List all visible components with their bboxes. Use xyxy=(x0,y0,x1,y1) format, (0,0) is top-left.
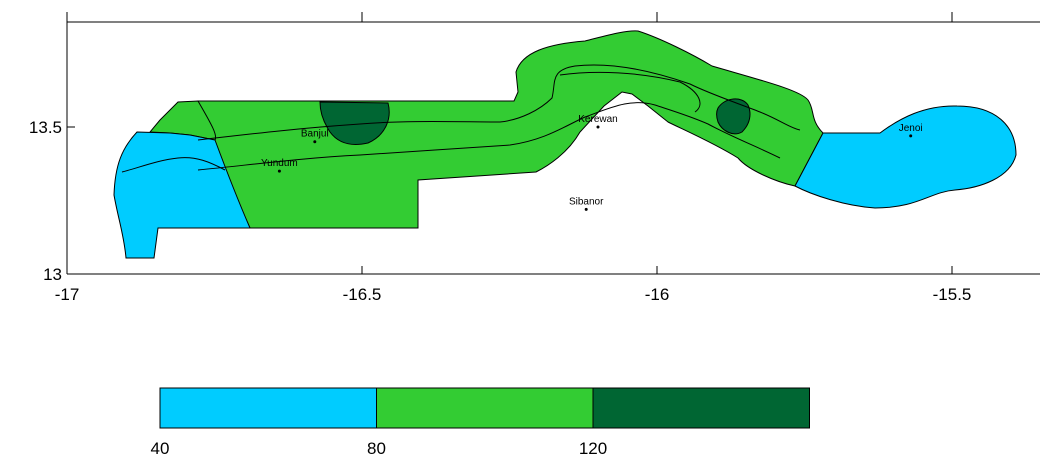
axis-tick-labels: -17-16.5-16-15.5-15-14.5-1413.513 xyxy=(29,118,972,304)
axis-ticks xyxy=(66,12,953,275)
x-tick-label: -15.5 xyxy=(933,285,972,304)
region-central xyxy=(197,30,824,229)
town-dot xyxy=(584,207,588,211)
legend-label: 120 xyxy=(579,439,607,457)
legend-swatch xyxy=(592,387,810,429)
legend-swatch xyxy=(159,387,377,429)
region-kerewan-high xyxy=(319,101,390,146)
map-regions xyxy=(113,30,1017,259)
town-dot xyxy=(596,125,600,129)
color-legend: 40 80 120 xyxy=(151,387,810,457)
y-tick-label: 13 xyxy=(43,265,62,284)
town-label: Sibanor xyxy=(569,196,604,207)
legend-swatch xyxy=(376,387,594,429)
town-label: Kerewan xyxy=(578,114,617,125)
river-south-line xyxy=(197,102,781,171)
x-tick-label: -16.5 xyxy=(343,285,382,304)
town-dot xyxy=(277,169,281,173)
town-label: Jenoi xyxy=(899,123,923,134)
river-west-line xyxy=(121,157,226,173)
river-lines xyxy=(121,64,801,173)
town-label: Yundum xyxy=(261,158,298,169)
axis-frame xyxy=(66,21,1040,275)
town-label: Banjul xyxy=(301,129,329,140)
x-tick-label: -17 xyxy=(55,285,80,304)
y-tick-label: 13.5 xyxy=(29,118,62,137)
legend-label: 80 xyxy=(367,439,386,457)
x-tick-label: -16 xyxy=(645,285,670,304)
river-north-line xyxy=(197,64,801,141)
region-upper-river xyxy=(794,105,1017,209)
legend-label: 40 xyxy=(151,439,170,457)
river-inner-loop xyxy=(559,71,701,113)
town-dot xyxy=(909,134,913,138)
region-janjangbureh-high xyxy=(716,98,751,135)
town-markers: BanjulYundumKerewanJenoiSibanorKuntaurJa… xyxy=(261,114,923,211)
town-dot xyxy=(313,140,317,144)
